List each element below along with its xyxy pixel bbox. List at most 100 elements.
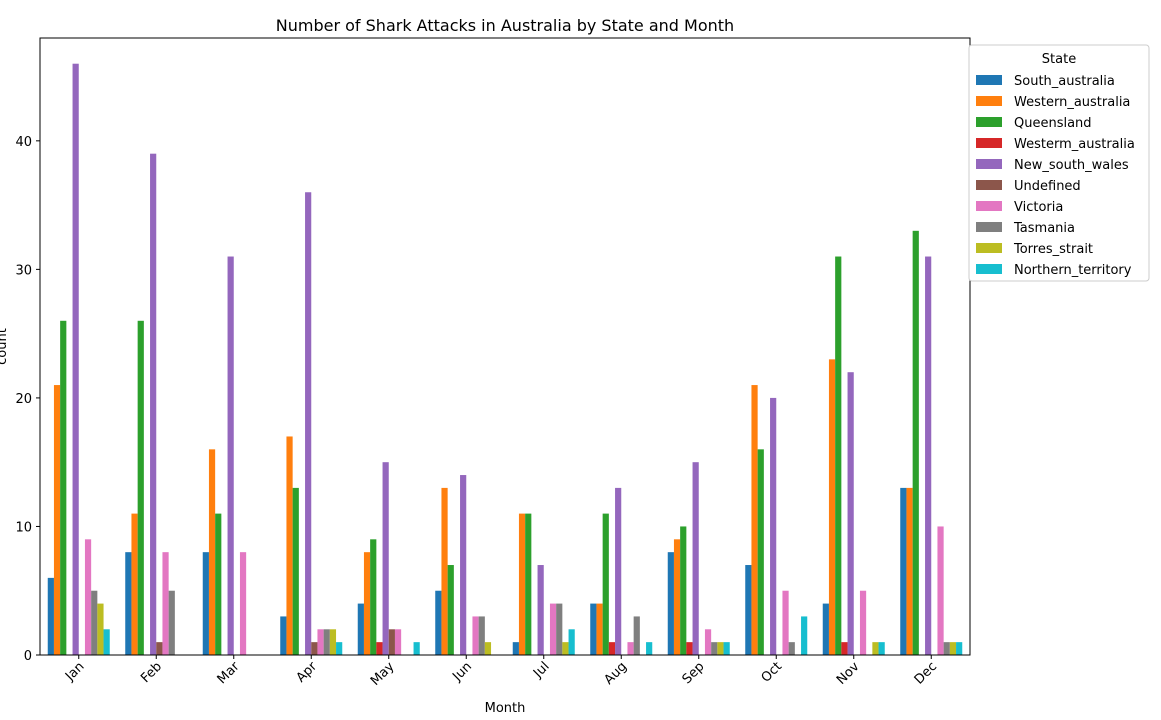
bar-Queensland-Jan <box>60 320 67 655</box>
bar-New_south_wales-Jun <box>460 475 467 655</box>
bar-Western_australia-Oct <box>751 385 758 655</box>
bar-New_south_wales-Jul <box>537 565 544 655</box>
bar-Northern_territory-Apr <box>336 642 343 655</box>
bar-Western_australia-Apr <box>286 436 293 655</box>
x-tick-label: May <box>368 659 398 689</box>
bar-Western_australia-Dec <box>906 487 913 655</box>
bar-Queensland-Mar <box>215 513 222 655</box>
bar-Westerm_australia-Nov <box>841 642 848 655</box>
y-tick-label: 0 <box>24 649 32 664</box>
legend-title: State <box>1042 52 1076 67</box>
bar-Western_australia-Jul <box>518 513 526 655</box>
bar-Northern_territory-Nov <box>878 642 885 655</box>
x-tick-label: Apr <box>294 659 321 686</box>
bar-New_south_wales-Jan <box>72 63 79 656</box>
y-axis-label: count <box>0 328 10 365</box>
bar-Torres_strait-Jun <box>484 642 492 655</box>
bar-Westerm_australia-Aug <box>608 642 616 655</box>
bar-New_south_wales-Feb <box>150 153 157 655</box>
x-tick-label: Jan <box>62 659 87 684</box>
bar-Torres_strait-Jul <box>562 642 569 655</box>
bar-Northern_territory-Jul <box>568 629 575 655</box>
bar-Queensland-May <box>370 539 377 655</box>
bar-Western_australia-Jun <box>441 487 448 655</box>
bar-Undefined-Apr <box>311 642 318 655</box>
bar-Queensland-Jun <box>447 565 454 655</box>
bar-Victoria-Mar <box>239 552 247 655</box>
bar-Victoria-Aug <box>627 642 634 655</box>
bar-Queensland-Jul <box>525 513 532 655</box>
legend-label-Undefined: Undefined <box>1014 179 1081 194</box>
bar-Torres_strait-Dec <box>949 642 957 655</box>
x-tick-label: Feb <box>138 659 165 686</box>
bar-Victoria-Jul <box>549 603 557 655</box>
bar-New_south_wales-Mar <box>227 256 234 655</box>
bar-Queensland-Apr <box>292 487 299 655</box>
bar-Victoria-May <box>394 629 402 655</box>
legend-label-Tasmania: Tasmania <box>1013 221 1075 236</box>
bar-Western_australia-Aug <box>596 603 603 655</box>
legend-label-Western_australia: Western_australia <box>1014 95 1130 110</box>
bar-South_australia-Mar <box>202 552 209 655</box>
y-tick-label: 20 <box>15 392 32 407</box>
y-tick-label: 30 <box>15 263 32 278</box>
legend-label-Westerm_australia: Westerm_australia <box>1014 137 1135 152</box>
chart-title: Number of Shark Attacks in Australia by … <box>276 16 734 35</box>
bar-Tasmania-Aug <box>633 616 640 655</box>
legend: State South_australia Western_australia Que… <box>968 44 1150 282</box>
x-tick-label: Dec <box>912 659 940 687</box>
bar-Torres_strait-Jan <box>97 603 104 655</box>
bar-South_australia-Apr <box>280 616 287 655</box>
bar-New_south_wales-Aug <box>615 487 622 655</box>
bar-South_australia-Jun <box>435 590 442 655</box>
bar-South_australia-Nov <box>822 603 829 655</box>
y-tick-label: 10 <box>15 520 32 535</box>
bar-Undefined-May <box>388 629 395 655</box>
bar-Queensland-Dec <box>912 230 919 655</box>
bar-New_south_wales-Oct <box>770 397 777 655</box>
bar-South_australia-May <box>357 603 364 655</box>
x-axis-label: Month <box>485 701 526 716</box>
bar-Torres_strait-Nov <box>872 642 879 655</box>
bar-Western_australia-May <box>363 552 371 655</box>
bar-Tasmania-Oct <box>788 642 795 655</box>
x-tick-label: Jun <box>449 659 475 685</box>
legend-swatch-Victoria <box>976 201 1002 211</box>
bar-Queensland-Aug <box>602 513 609 655</box>
bar-Westerm_australia-May <box>376 642 383 655</box>
bar-South_australia-Jul <box>512 642 519 655</box>
legend-swatch-Queensland <box>976 117 1002 127</box>
bar-Tasmania-Sep <box>711 642 718 655</box>
bar-Tasmania-Feb <box>168 590 175 655</box>
legend-label-New_south_wales: New_south_wales <box>1014 158 1129 173</box>
plot-area: 0 10 20 30 40 Jan Feb Mar Apr May Jun Jul Aug Sep Oct N… <box>0 37 971 716</box>
legend-swatch-Undefined <box>976 180 1002 190</box>
legend-label-Victoria: Victoria <box>1014 200 1063 215</box>
bar-New_south_wales-Apr <box>305 192 312 655</box>
x-tick-label: Oct <box>759 659 786 686</box>
bar-Victoria-Sep <box>704 629 712 655</box>
bar-Victoria-Jun <box>472 616 479 655</box>
legend-swatch-Northern_territory <box>976 264 1002 274</box>
bar-Western_australia-Feb <box>131 513 138 655</box>
bar-Western_australia-Nov <box>828 359 836 655</box>
bar-South_australia-Dec <box>900 487 907 655</box>
plot-frame <box>39 37 971 656</box>
legend-swatch-New_south_wales <box>976 159 1002 169</box>
bar-Northern_territory-Jan <box>103 629 110 655</box>
bar-Victoria-Feb <box>162 552 169 655</box>
bar-Undefined-Feb <box>156 642 163 655</box>
legend-label-Queensland: Queensland <box>1014 116 1092 131</box>
legend-label-Torres_strait: Torres_strait <box>1013 242 1093 257</box>
legend-swatch-South_australia <box>976 75 1002 85</box>
bar-Victoria-Oct <box>782 590 789 655</box>
legend-swatch-Western_australia <box>976 96 1002 106</box>
legend-label-South_australia: South_australia <box>1014 74 1115 89</box>
bar-Tasmania-Jan <box>91 590 98 655</box>
bar-Tasmania-Jul <box>556 603 563 655</box>
bar-New_south_wales-Dec <box>925 256 932 655</box>
bar-Victoria-Nov <box>859 590 867 655</box>
bar-New_south_wales-May <box>382 462 389 655</box>
